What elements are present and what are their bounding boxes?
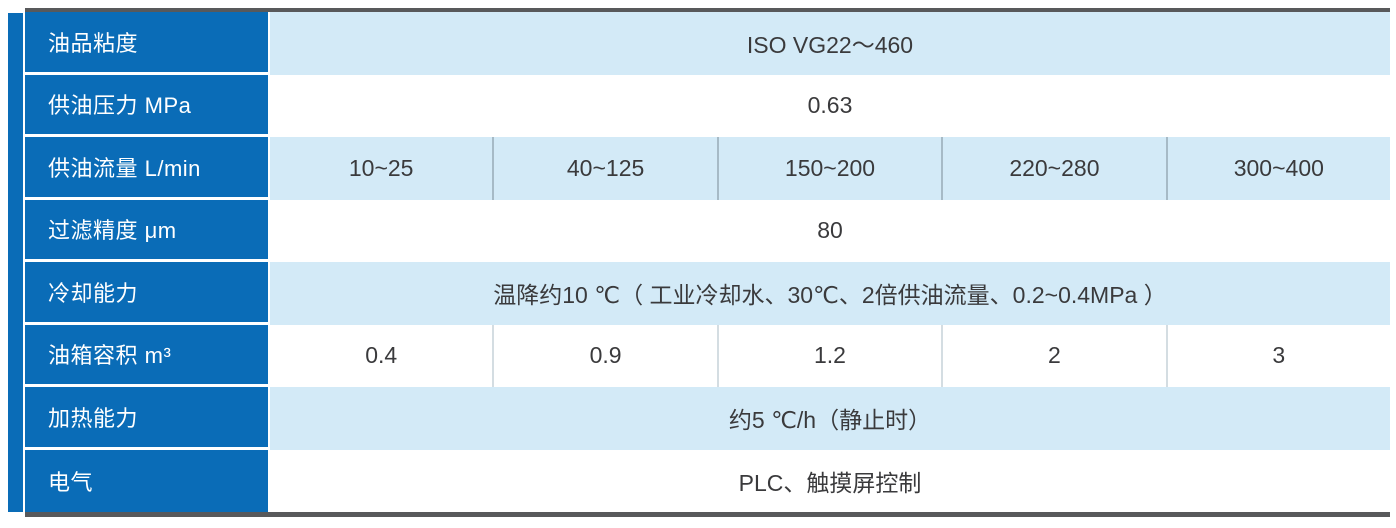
value-cell: 40~125 [492,137,716,200]
cell-value: 2 [1048,342,1061,369]
table-row-heating: 加热能力 约5 ℃/h（静止时） [25,387,1390,450]
row-label-cell: 电气 [25,449,270,512]
cell-value: 150~200 [784,154,876,181]
row-value: 温降约10 ℃（ 工业冷却水、30℃、2倍供油流量、0.2~0.4MPa ） [493,282,1167,309]
row-value-area: 10~25 40~125 150~200 220~280 300~400 [270,137,1390,200]
row-label-cell: 加热能力 [25,387,270,450]
row-label: 油品粘度 [48,30,139,56]
row-value-area: 80 [270,199,1390,262]
row-value-area: 0.63 [270,74,1390,137]
row-label: 加热能力 [48,405,139,431]
cell-value: 300~400 [1233,154,1324,181]
row-label: 油箱容积 m³ [48,343,172,369]
cell-value: 3 [1272,342,1286,369]
row-label: 冷却能力 [48,280,139,306]
cell-value: 0.4 [365,342,398,369]
spec-table: 油品粘度 ISO VG22～460 供油压力 MPa 0.63 供油流量 L/m… [25,12,1390,512]
table-row-tank-volume: 油箱容积 m³ 0.4 0.9 1.2 2 3 [25,324,1390,388]
table-row-filtration: 过滤精度 μm 80 [25,199,1390,262]
row-value-area: 0.4 0.9 1.2 2 3 [270,324,1390,388]
cell-value: 1.2 [814,342,846,369]
row-label-cell: 过滤精度 μm [25,199,270,262]
row-label: 供油流量 L/min [48,155,201,181]
cell-value: 220~280 [1009,154,1100,181]
row-label: 过滤精度 μm [48,218,177,244]
value-cell: 300~400 [1165,137,1390,200]
table-row-electrical: 电气 PLC、触摸屏控制 [25,449,1390,512]
value-cell: 1.2 [716,324,941,387]
row-value-area: PLC、触摸屏控制 [270,449,1390,512]
value-cell: 220~280 [941,137,1165,200]
row-value: PLC、触摸屏控制 [738,469,922,496]
row-label-cell: 冷却能力 [25,262,270,325]
row-label-cell: 油箱容积 m³ [25,324,270,387]
row-label-cell: 油品粘度 [25,12,270,75]
row-value: ISO VG22～460 [746,32,914,59]
value-cell: 150~200 [716,137,941,200]
row-label: 电气 [48,469,94,495]
cell-value: 10~25 [348,154,414,181]
value-cell: 0.9 [492,324,716,387]
row-label: 供油压力 MPa [48,93,192,119]
row-value-area: ISO VG22～460 [270,12,1390,75]
row-label-cell: 供油压力 MPa [25,74,270,137]
row-value-area: 温降约10 ℃（ 工业冷却水、30℃、2倍供油流量、0.2~0.4MPa ） [270,262,1390,325]
value-cell: 0.4 [270,325,492,388]
value-cell: 3 [1165,324,1390,387]
row-value: 约5 ℃/h（静止时） [728,407,932,434]
cell-value: 40~125 [566,154,645,181]
value-cell: 2 [941,324,1165,387]
table-row-oil-viscosity: 油品粘度 ISO VG22～460 [25,12,1390,75]
row-label-cell: 供油流量 L/min [25,137,270,200]
row-value: 80 [817,217,843,244]
table-row-supply-flow: 供油流量 L/min 10~25 40~125 150~200 220~280 … [25,137,1390,200]
table-bottom-border [25,512,1390,517]
table-row-cooling: 冷却能力 温降约10 ℃（ 工业冷却水、30℃、2倍供油流量、0.2~0.4MP… [25,262,1390,325]
row-value-area: 约5 ℃/h（静止时） [270,387,1390,450]
value-cell: 10~25 [270,137,492,200]
row-value: 0.63 [807,92,853,119]
left-accent-bar [8,13,23,512]
table-top-border [25,8,1390,12]
cell-value: 0.9 [589,342,622,369]
table-row-supply-pressure: 供油压力 MPa 0.63 [25,74,1390,137]
